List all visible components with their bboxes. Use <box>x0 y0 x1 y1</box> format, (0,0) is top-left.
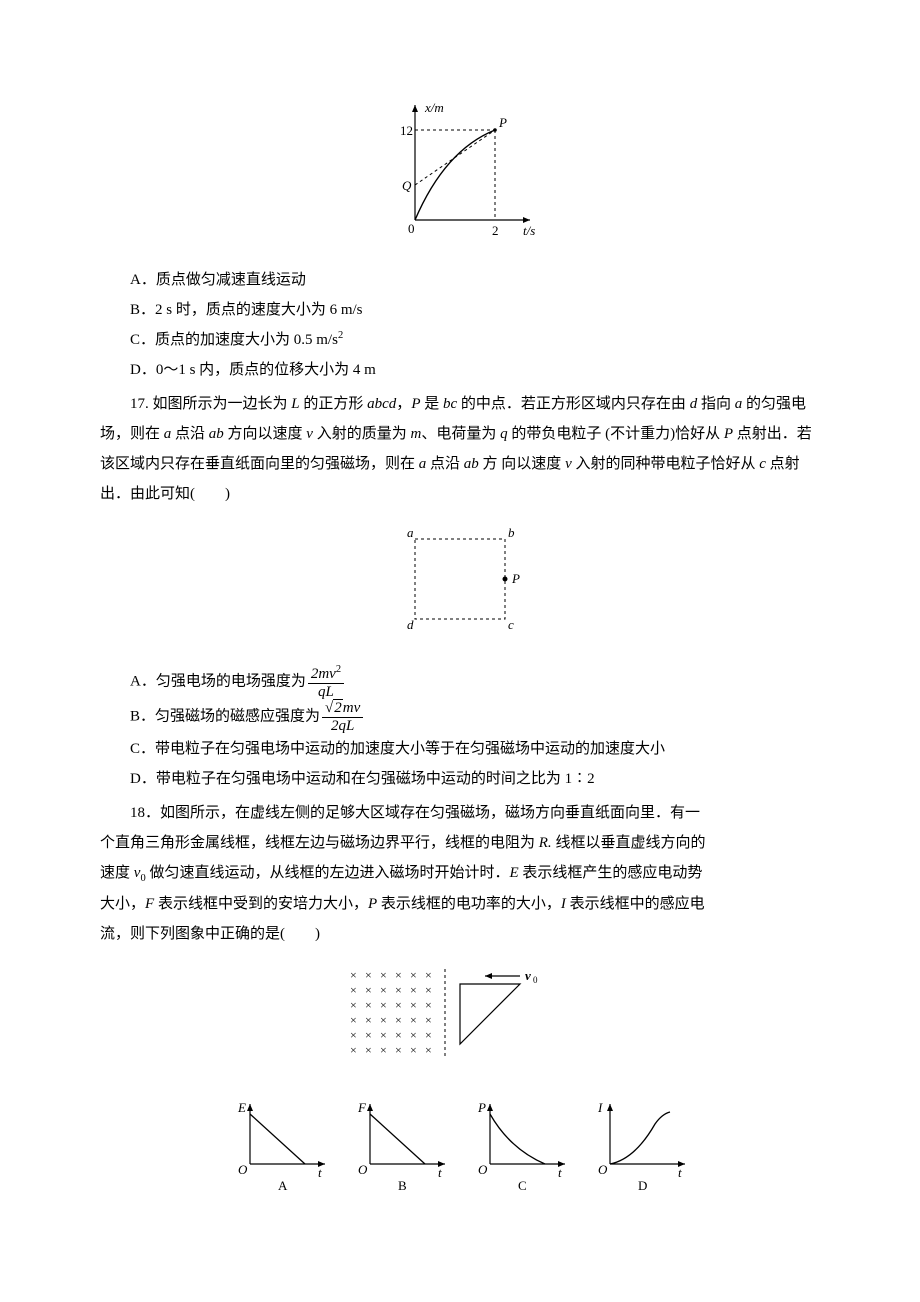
q17-label-p: P <box>511 571 520 586</box>
q16-origin: 0 <box>408 221 415 236</box>
svg-text:×: × <box>350 968 357 982</box>
svg-text:×: × <box>350 1028 357 1042</box>
q16-ytick: 12 <box>400 123 413 138</box>
q17-option-c: C．带电粒子在匀强电场中运动的加速度大小等于在匀强磁场中运动的加速度大小 <box>130 734 820 764</box>
svg-text:C: C <box>518 1178 527 1193</box>
svg-text:t: t <box>438 1165 442 1180</box>
svg-text:×: × <box>350 1013 357 1027</box>
q17-option-a: A．匀强电场的电场强度为2mv2qL <box>130 664 820 700</box>
svg-text:A: A <box>278 1178 288 1193</box>
q18-v0-sub: 0 <box>533 975 538 985</box>
svg-text:×: × <box>380 1028 387 1042</box>
svg-text:O: O <box>358 1162 368 1177</box>
svg-text:×: × <box>365 968 372 982</box>
q16-option-d: D．0～1 s 内，质点的位移大小为 4 m <box>130 355 820 385</box>
svg-text:×: × <box>410 998 417 1012</box>
svg-text:×: × <box>410 968 417 982</box>
svg-text:×: × <box>410 1013 417 1027</box>
q18-top-svg: ×××××× ×××××× ×××××× ×××××× ×××××× ×××××… <box>310 959 610 1069</box>
svg-text:O: O <box>238 1162 248 1177</box>
q17-figure: a b c d P <box>100 519 820 650</box>
svg-text:×: × <box>425 998 432 1012</box>
q18-graphs-svg: E t O A F t O B P t O C <box>220 1094 700 1194</box>
q18-figure-top: ×××××× ×××××× ×××××× ×××××× ×××××× ×××××… <box>100 959 820 1080</box>
svg-text:×: × <box>350 998 357 1012</box>
svg-text:×: × <box>395 1013 402 1027</box>
q16-option-b: B．2 s 时，质点的速度大小为 6 m/s <box>130 295 820 325</box>
svg-text:E: E <box>237 1100 246 1115</box>
svg-text:×: × <box>365 1028 372 1042</box>
svg-text:t: t <box>678 1165 682 1180</box>
q16-option-a: A．质点做匀减速直线运动 <box>130 265 820 295</box>
svg-text:D: D <box>638 1178 647 1193</box>
svg-text:×: × <box>380 968 387 982</box>
q16-point-p: P <box>498 115 507 130</box>
q16-chart-svg: x/m t/s 12 2 0 P Q <box>375 90 545 240</box>
svg-text:×: × <box>395 998 402 1012</box>
svg-text:×: × <box>425 1028 432 1042</box>
svg-text:O: O <box>598 1162 608 1177</box>
svg-text:×: × <box>350 983 357 997</box>
svg-text:×: × <box>380 1013 387 1027</box>
svg-text:F: F <box>357 1100 367 1115</box>
svg-text:×: × <box>410 1043 417 1057</box>
q16-xaxis-label: t/s <box>523 223 535 238</box>
q17-label-a: a <box>407 525 414 540</box>
svg-text:×: × <box>395 1028 402 1042</box>
svg-text:×: × <box>380 1043 387 1057</box>
q17-label-b: b <box>508 525 515 540</box>
svg-text:t: t <box>558 1165 562 1180</box>
svg-text:×: × <box>425 968 432 982</box>
q16-option-c: C．质点的加速度大小为 0.5 m/s2 <box>130 325 820 355</box>
svg-text:×: × <box>365 1013 372 1027</box>
svg-text:×: × <box>395 1043 402 1057</box>
svg-text:×: × <box>380 998 387 1012</box>
svg-text:×: × <box>425 983 432 997</box>
svg-text:×: × <box>425 1013 432 1027</box>
q18-graphs-row: E t O A F t O B P t O C <box>100 1094 820 1205</box>
svg-text:×: × <box>410 983 417 997</box>
svg-text:t: t <box>318 1165 322 1180</box>
svg-text:×: × <box>395 968 402 982</box>
q16-xtick: 2 <box>492 223 499 238</box>
q17-paragraph: 17. 如图所示为一边长为 L 的正方形 abcd，P 是 bc 的中点．若正方… <box>100 389 820 509</box>
svg-text:×: × <box>395 983 402 997</box>
q18-v0-label: v <box>525 968 531 983</box>
q16-point-q: Q <box>402 178 412 193</box>
svg-text:I: I <box>597 1100 603 1115</box>
q17-option-b: B．匀强磁场的磁感应强度为√2mv2qL <box>130 700 820 734</box>
q17-square-svg: a b c d P <box>385 519 535 639</box>
svg-text:×: × <box>365 983 372 997</box>
svg-text:P: P <box>477 1100 486 1115</box>
svg-text:×: × <box>425 1043 432 1057</box>
svg-text:×: × <box>365 1043 372 1057</box>
q18-paragraph: 18．如图所示，在虚线左侧的足够大区域存在匀强磁场，磁场方向垂直纸面向里．有一 … <box>100 798 820 949</box>
svg-text:×: × <box>365 998 372 1012</box>
q16-figure: x/m t/s 12 2 0 P Q <box>100 90 820 251</box>
svg-text:×: × <box>410 1028 417 1042</box>
svg-text:×: × <box>380 983 387 997</box>
q17-label-c: c <box>508 617 514 632</box>
q17-label-d: d <box>407 617 414 632</box>
svg-text:×: × <box>350 1043 357 1057</box>
q16-yaxis-label: x/m <box>424 100 444 115</box>
svg-text:O: O <box>478 1162 488 1177</box>
q17-option-d: D．带电粒子在匀强电场中运动和在匀强磁场中运动的时间之比为 1∶2 <box>130 764 820 794</box>
svg-text:B: B <box>398 1178 407 1193</box>
